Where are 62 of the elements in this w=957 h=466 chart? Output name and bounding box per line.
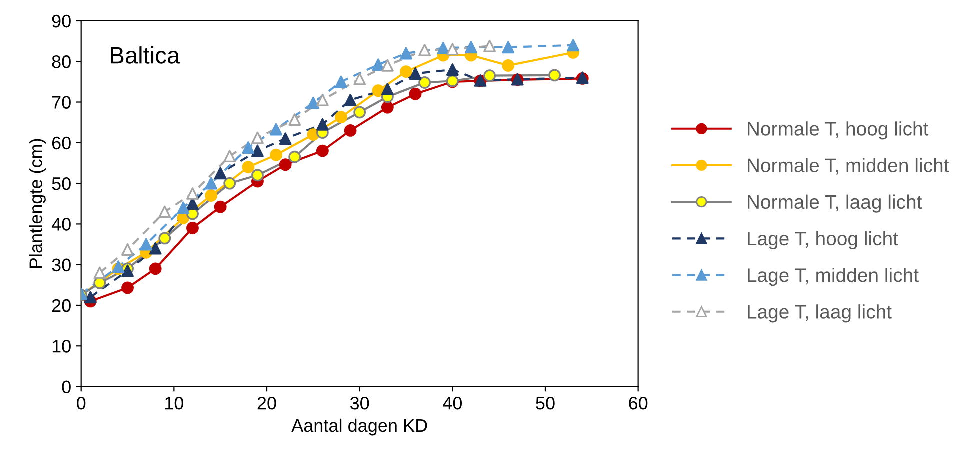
point	[344, 94, 357, 106]
point	[446, 43, 459, 56]
y-tick-label: 60	[52, 136, 71, 150]
point	[484, 40, 496, 52]
legend-label: Lage T, laag licht	[748, 304, 892, 323]
point	[372, 58, 385, 72]
point	[224, 150, 236, 163]
legend-label: Normale T, midden licht	[748, 158, 950, 175]
point	[437, 42, 450, 54]
legend-label: Normale T, hoog licht	[748, 122, 929, 140]
point	[252, 144, 264, 158]
y-tick-label: 40	[52, 218, 71, 231]
point	[270, 123, 282, 136]
legend-label: Normale T, laag licht	[748, 194, 922, 213]
point	[465, 41, 478, 54]
point	[316, 118, 329, 131]
point	[205, 177, 218, 190]
point	[149, 242, 162, 255]
point	[354, 72, 366, 86]
legend-label: Lage T, hoog licht	[748, 231, 898, 250]
point	[84, 291, 97, 304]
y-tick-label: 20	[52, 299, 71, 312]
point	[288, 114, 302, 126]
point	[177, 202, 190, 214]
point	[316, 94, 329, 106]
y-tick-label: 50	[52, 177, 71, 190]
point	[140, 238, 153, 251]
point	[158, 206, 172, 218]
x-tick-label: 40	[443, 396, 462, 410]
point	[418, 44, 432, 56]
y-tick-label: 30	[52, 258, 71, 272]
point	[381, 83, 394, 96]
x-axis-title: Aantal dagen KD	[292, 418, 428, 436]
legend-label: Lage T, midden licht	[748, 268, 919, 286]
x-tick-label: 50	[536, 396, 555, 410]
point	[122, 244, 134, 256]
point	[502, 41, 515, 54]
point	[567, 39, 580, 52]
x-tick-label: 20	[258, 396, 276, 410]
point	[307, 96, 320, 110]
point	[400, 47, 412, 60]
x-tick-label: 30	[350, 396, 370, 410]
point	[381, 59, 394, 72]
x-tick-label: 60	[629, 396, 648, 410]
y-tick-label: 10	[52, 340, 71, 353]
x-tick-label: 10	[166, 396, 184, 410]
y-tick-label: 0	[62, 380, 71, 394]
point	[409, 68, 422, 80]
x-tick-label: 0	[77, 396, 86, 410]
y-tick-label: 90	[52, 14, 71, 28]
point	[446, 64, 459, 76]
point	[279, 132, 292, 146]
point	[214, 167, 227, 180]
y-tick-label: 70	[52, 96, 71, 109]
y-axis-title: Plantlengte (cm)	[29, 139, 46, 268]
y-tick-label: 80	[52, 56, 71, 68]
point	[252, 132, 264, 144]
point	[335, 76, 348, 88]
point	[186, 188, 199, 200]
annotation: Baltica	[111, 46, 180, 64]
point	[242, 142, 255, 154]
point	[94, 266, 106, 280]
